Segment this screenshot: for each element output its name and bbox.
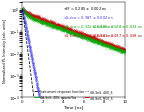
Legend: Instrument response function, 4H-SnS, 400, quartz/fus, 4H-SnS, 400_S, 4H-SnS, 55: Instrument response function, 4H-SnS, 40… <box>34 90 113 99</box>
X-axis label: Time [ns]: Time [ns] <box>64 105 84 109</box>
Text: $\tau_{1k,slow}$ = 0.322 ± 0.006 ns: $\tau_{1k,slow}$ = 0.322 ± 0.006 ns <box>64 24 116 31</box>
Text: $C_{1k,slow}$ = 2.497 ± 0.038 ns: $C_{1k,slow}$ = 2.497 ± 0.038 ns <box>92 32 143 40</box>
Y-axis label: Normalized PL Intensity [arb. units]: Normalized PL Intensity [arb. units] <box>3 18 7 82</box>
Text: $\tau_{1k,slow}$ = 0.387 ± 0.002 ns: $\tau_{1k,slow}$ = 0.387 ± 0.002 ns <box>64 15 114 22</box>
Text: $C_{1k,slow}$ = 2.548 ± 0.033 ns: $C_{1k,slow}$ = 2.548 ± 0.033 ns <box>92 24 143 31</box>
Text: $\tau_{IRF}$ = 0.285 ± 0.002 ns: $\tau_{IRF}$ = 0.285 ± 0.002 ns <box>64 6 108 13</box>
Text: $\tau_{1k,slow}$ = 0.352 ± 0.003 ns: $\tau_{1k,slow}$ = 0.352 ± 0.003 ns <box>64 32 116 40</box>
